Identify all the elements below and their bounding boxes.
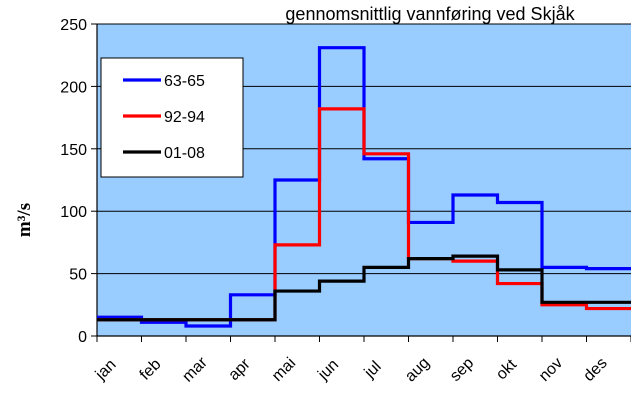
y-tick-label: 150 [60,142,87,159]
series-line-01-08 [97,254,631,322]
y-tick-label: 250 [60,17,87,34]
x-tick-label: nov [536,355,566,385]
x-tick-label: jul [361,358,385,382]
x-tick-label: aug [402,354,433,385]
legend: 63-65 92-94 01-08 [100,57,244,178]
legend-label: 01-08 [164,145,205,162]
x-tick-label: jan [92,356,120,384]
chart-title: gennomsnittlig vannføring ved Skjåk [285,4,575,24]
series-line-63-65 [97,46,631,328]
y-tick-label: 100 [60,204,87,221]
x-tick-label: mar [179,354,211,386]
x-tick-label: sep [447,355,477,385]
series-layer [97,46,631,328]
x-tick-label: jun [314,356,342,384]
legend-label: 92-94 [164,109,205,126]
x-tick-label: mai [269,355,299,385]
legend-label: 63-65 [164,73,205,90]
x-tick-label: okt [493,356,521,384]
y-tick-label: 0 [78,329,87,346]
y-tick-label: 50 [69,267,87,284]
y-axis-label: m³/s [14,203,35,237]
x-tick-label: apr [225,355,254,384]
y-tick-label: 200 [60,79,87,96]
x-tick-label: feb [137,356,165,384]
x-tick-label: des [580,355,610,385]
